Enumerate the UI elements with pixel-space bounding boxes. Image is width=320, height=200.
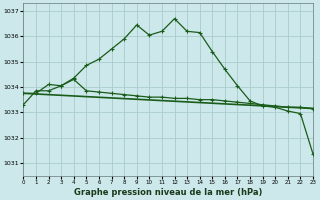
X-axis label: Graphe pression niveau de la mer (hPa): Graphe pression niveau de la mer (hPa): [74, 188, 262, 197]
